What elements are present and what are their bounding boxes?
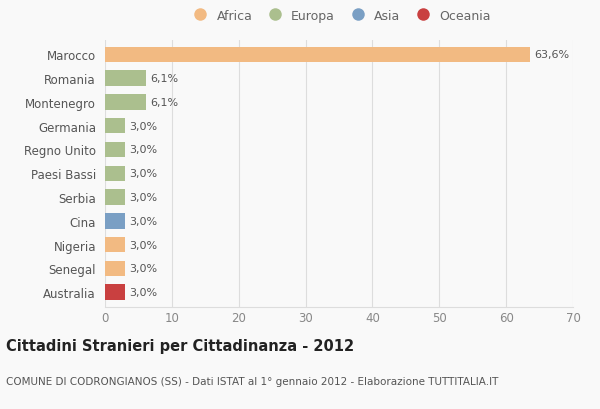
Text: COMUNE DI CODRONGIANOS (SS) - Dati ISTAT al 1° gennaio 2012 - Elaborazione TUTTI: COMUNE DI CODRONGIANOS (SS) - Dati ISTAT… (6, 376, 499, 387)
Bar (105, 261, 125, 276)
Text: 3,0%: 3,0% (129, 240, 157, 250)
Bar (105, 119, 125, 134)
Bar (105, 285, 125, 300)
Text: 3,0%: 3,0% (129, 193, 157, 202)
Legend: Africa, Europa, Asia, Oceania: Africa, Europa, Asia, Oceania (183, 4, 495, 27)
Text: 3,0%: 3,0% (129, 264, 157, 274)
Bar (105, 47, 530, 63)
Text: 63,6%: 63,6% (534, 50, 569, 60)
Text: Cittadini Stranieri per Cittadinanza - 2012: Cittadini Stranieri per Cittadinanza - 2… (6, 338, 354, 353)
Text: 3,0%: 3,0% (129, 216, 157, 226)
Text: 3,0%: 3,0% (129, 121, 157, 131)
Bar (105, 142, 125, 158)
Text: 6,1%: 6,1% (150, 74, 178, 84)
Bar (105, 71, 146, 87)
Bar (105, 95, 146, 110)
Text: 3,0%: 3,0% (129, 169, 157, 179)
Bar (105, 237, 125, 253)
Text: 3,0%: 3,0% (129, 145, 157, 155)
Bar (105, 190, 125, 205)
Bar (105, 166, 125, 182)
Text: 6,1%: 6,1% (150, 98, 178, 108)
Bar (105, 213, 125, 229)
Text: 3,0%: 3,0% (129, 288, 157, 297)
